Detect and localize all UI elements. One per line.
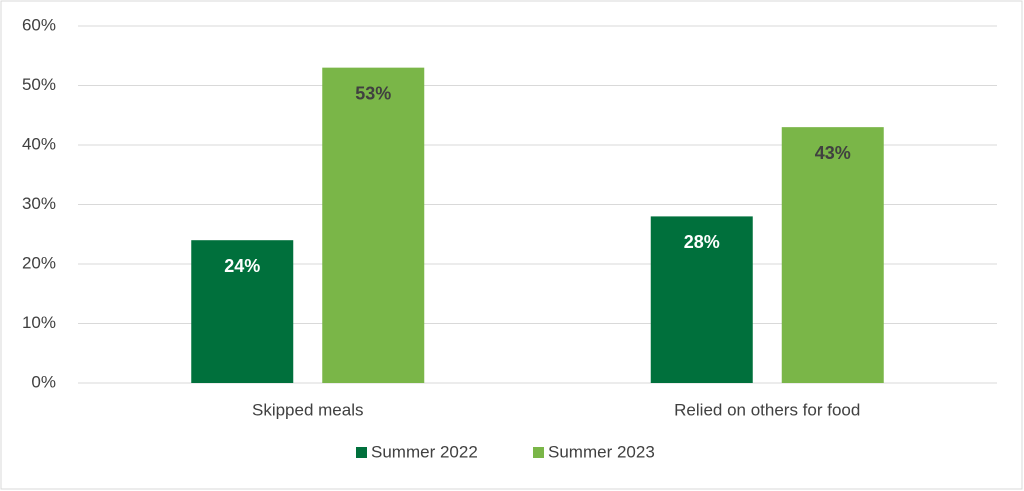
value-label: 43% [815,143,851,163]
legend-swatch [356,447,367,458]
value-label: 24% [224,256,260,276]
y-tick-label: 60% [22,15,56,34]
y-tick-label: 20% [22,253,56,272]
bar [650,216,753,383]
legend-label: Summer 2023 [548,442,655,461]
y-tick-label: 30% [22,194,56,213]
y-tick-label: 10% [22,313,56,332]
y-tick-label: 50% [22,75,56,94]
x-tick-label: Relied on others for food [674,400,860,419]
x-tick-label: Skipped meals [252,400,364,419]
value-label: 28% [684,232,720,252]
y-tick-label: 40% [22,134,56,153]
value-label: 53% [355,83,391,103]
bar [191,240,294,383]
legend-swatch [533,447,544,458]
y-tick-label: 0% [31,372,56,391]
legend-label: Summer 2022 [371,442,478,461]
bar [781,127,884,384]
bar [322,67,425,384]
